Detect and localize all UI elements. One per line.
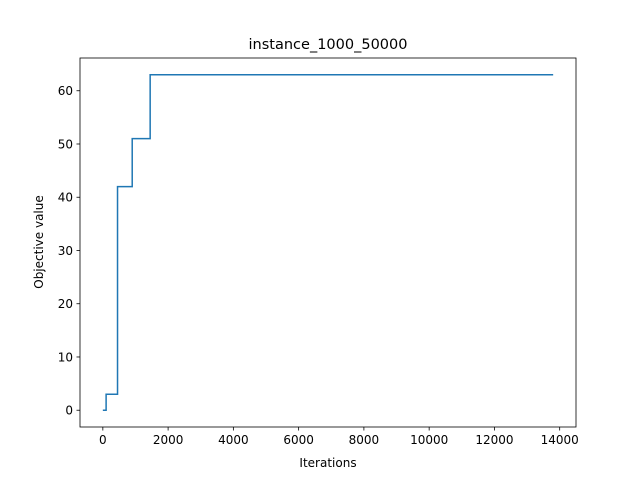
- y-tick-label: 10: [58, 350, 73, 364]
- y-tick-label: 60: [58, 84, 73, 98]
- y-axis-label: Objective value: [32, 195, 46, 289]
- plot-area: [102, 74, 554, 411]
- y-tick-label: 50: [58, 137, 73, 151]
- x-tick-label: 6000: [283, 433, 314, 447]
- y-tick-label: 0: [65, 404, 73, 418]
- y-axis: 0 10 20 30 40 50 60: [58, 84, 80, 418]
- x-tick-label: 4000: [218, 433, 249, 447]
- x-axis-label: Iterations: [299, 456, 356, 470]
- x-tick-label: 8000: [349, 433, 380, 447]
- x-tick-label: 10000: [410, 433, 448, 447]
- y-tick-label: 30: [58, 244, 73, 258]
- x-tick-label: 14000: [541, 433, 579, 447]
- y-tick-label: 40: [58, 191, 73, 205]
- x-tick-label: 0: [99, 433, 107, 447]
- series-line-0: [102, 74, 554, 411]
- x-axis: 0 2000 4000 6000 8000 10000 12000 14000: [99, 427, 579, 447]
- chart-title: instance_1000_50000: [249, 37, 408, 53]
- axes-frame: [79, 57, 577, 428]
- x-tick-label: 12000: [475, 433, 513, 447]
- y-tick-label: 20: [58, 297, 73, 311]
- x-tick-label: 2000: [153, 433, 184, 447]
